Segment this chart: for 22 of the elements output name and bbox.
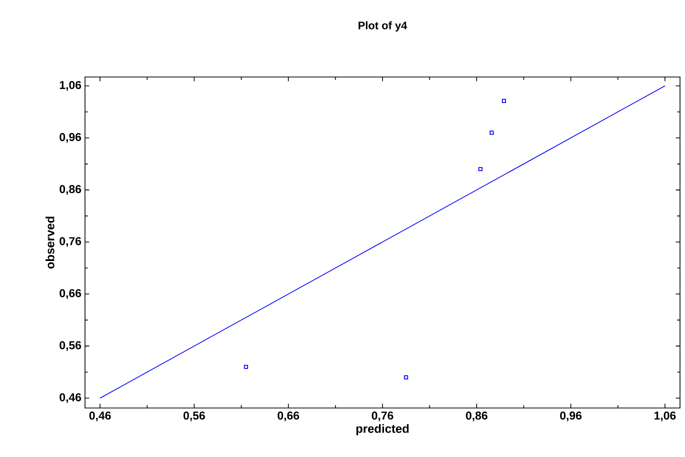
x-axis-title: predicted — [356, 424, 409, 436]
x-tick-label: 0,86 — [466, 412, 488, 422]
point — [478, 167, 482, 172]
y-axis-title: observed — [46, 216, 54, 269]
point — [244, 364, 248, 369]
y-tick-label: 0,86 — [60, 185, 82, 195]
y-tick-label: 0,96 — [60, 133, 82, 143]
x-tick-label: 0,66 — [278, 412, 300, 422]
point — [490, 130, 494, 135]
y-tick-label: 0,56 — [60, 341, 82, 351]
x-tick-label: 0,56 — [184, 412, 205, 422]
y-tick-label: 1,06 — [60, 80, 82, 91]
point — [404, 375, 408, 380]
x-tick-label: 0,76 — [372, 412, 394, 422]
y-tick-label: 0,76 — [60, 237, 82, 247]
x-tick-label: 0,96 — [560, 412, 582, 422]
y-tick-label: 0,66 — [60, 289, 82, 299]
chart-title: Plot of y4 — [358, 21, 408, 32]
x-tick-label: 1,06 — [654, 412, 676, 422]
x-tick-label: 0,46 — [89, 412, 111, 422]
point — [502, 98, 506, 103]
y-tick-label: 0,46 — [60, 393, 82, 403]
